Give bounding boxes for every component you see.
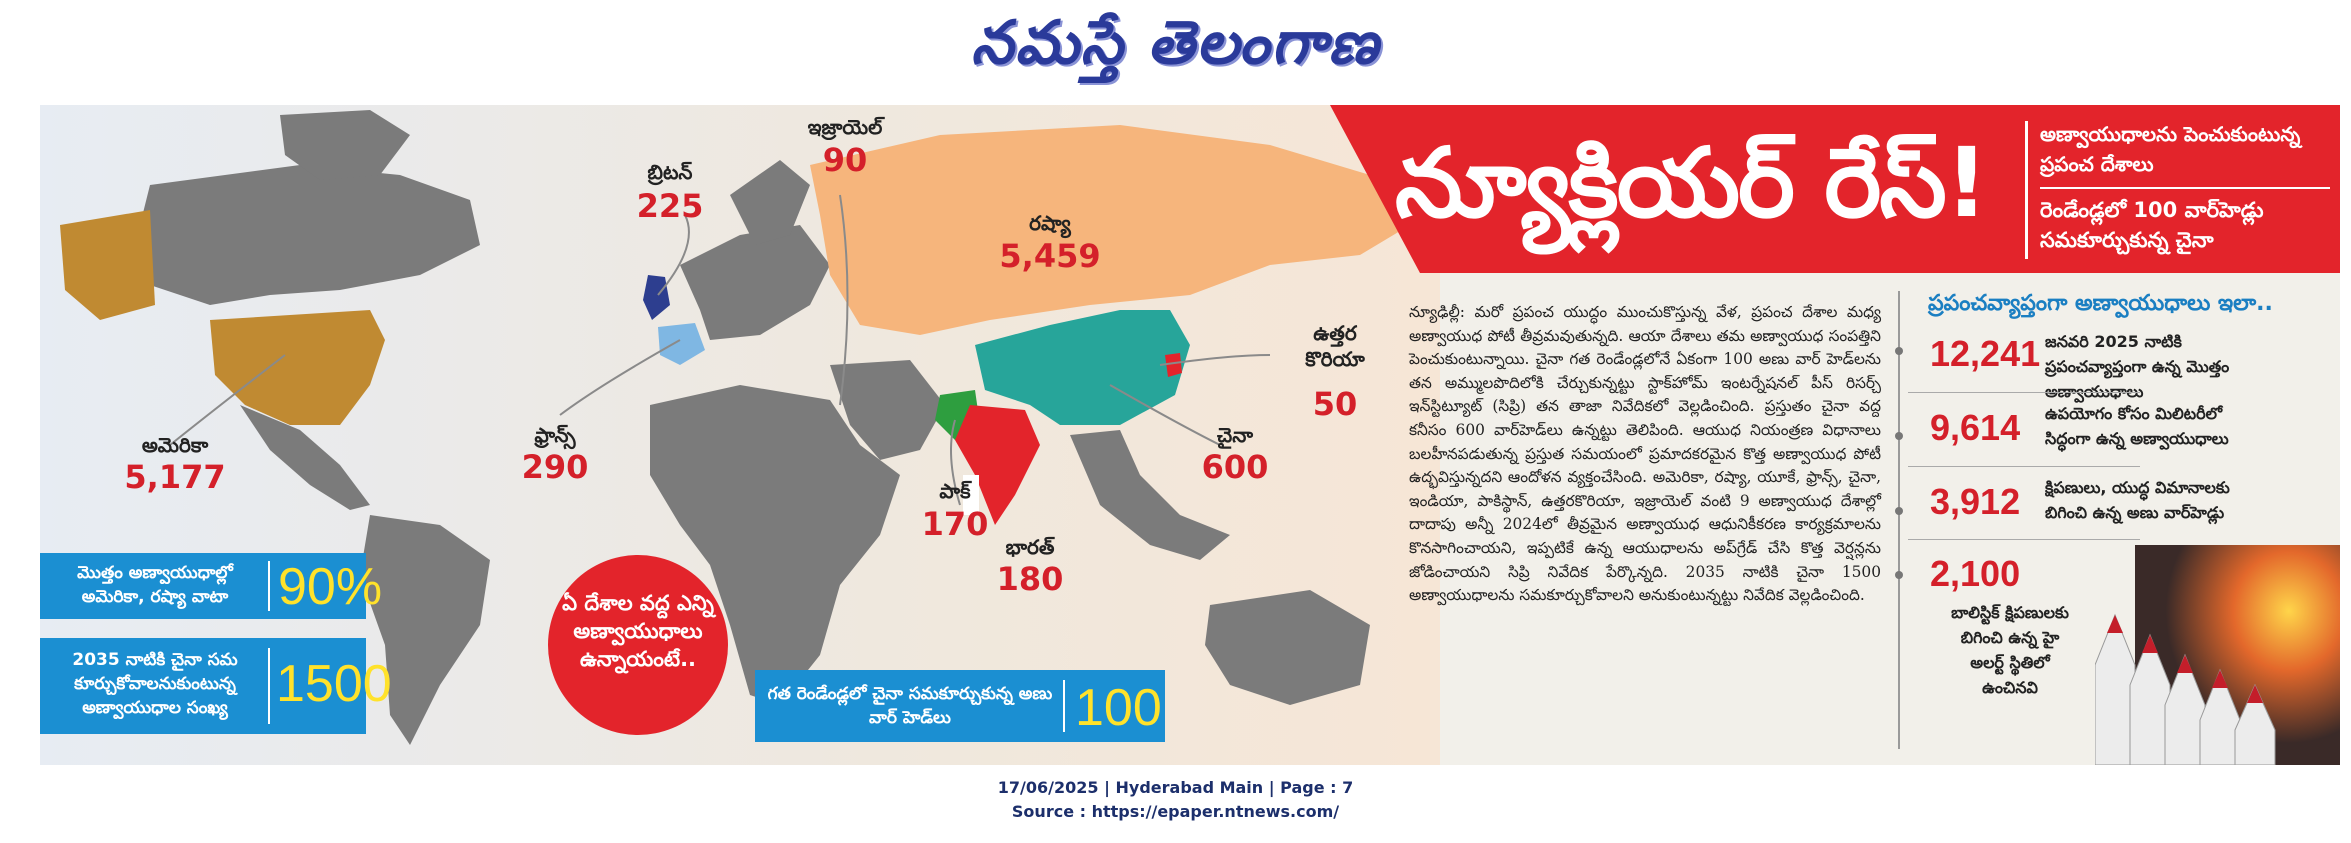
india-shape (955, 405, 1040, 525)
country-value: 170 (921, 505, 989, 543)
country-value: 50 (1312, 385, 1358, 423)
country-label: చైనా (1217, 423, 1253, 447)
country-value: 225 (636, 187, 704, 225)
info-box-text: మొత్తం అణ్వాయుధాల్లో అమెరికా, రష్యా వాటా (77, 563, 233, 607)
north-korea-shape (1165, 353, 1182, 377)
bullet-icon (1895, 507, 1903, 515)
bullet-icon (1895, 347, 1903, 355)
divider (1908, 466, 2140, 467)
footer-dateline: 17/06/2025 | Hyderabad Main | Page : 7 (997, 778, 1354, 797)
country-label: భారత్ (1005, 535, 1055, 559)
uk-shape (643, 275, 670, 320)
china-shape (975, 310, 1190, 425)
info-box-value: 1500 (276, 655, 392, 713)
bullet-icon (1895, 432, 1903, 440)
headline-subtitle: రెండేండ్లలో 100 వార్‌హెడ్లు సమకూర్చుకున్… (2040, 198, 2264, 252)
france-shape (658, 323, 705, 365)
stat-text: బాలిస్టిక్ క్షిపణులకు బిగించి ఉన్న హై అల… (1951, 603, 2069, 697)
stat-text: ఉపయోగం కోసం మిలిటరీలో సిద్ధంగా ఉన్న అణ్వ… (2045, 404, 2229, 448)
country-value: 5,177 (124, 458, 226, 496)
info-box-share: మొత్తం అణ్వాయుధాల్లో అమెరికా, రష్యా వాటా… (40, 553, 382, 619)
country-label: పాక్ (939, 479, 971, 503)
russia-shape (810, 125, 1410, 335)
headline-banner (1330, 105, 2340, 273)
divider (1908, 539, 2140, 540)
info-box-text: గత రెండేండ్లలో చైనా సమకూర్చుకున్న అణు వా… (767, 684, 1053, 728)
country-label: అమెరికా (141, 433, 209, 457)
country-label: ఫ్రాన్స్ (534, 423, 576, 447)
info-box-china-two-years: గత రెండేండ్లలో చైనా సమకూర్చుకున్న అణు వా… (755, 670, 1165, 742)
bullet-icon (1895, 571, 1903, 579)
article-body: న్యూఢిల్లీ: మరో ప్రపంచ యుద్ధం ముంచుకొస్త… (1409, 303, 1881, 605)
country-value: 600 (1201, 448, 1269, 486)
stat-text: జనవరి 2025 నాటికి ప్రపంచవ్యాప్తంగా ఉన్న … (2045, 332, 2230, 401)
stat-text: క్షిపణులు, యుద్ధ విమానాలకు బిగించి ఉన్న … (2045, 478, 2230, 522)
info-box-value: 100 (1075, 679, 1162, 737)
country-value: 90 (822, 141, 868, 179)
country-value: 180 (996, 560, 1064, 598)
masthead-title: నమస్తే తెలంగాణ (970, 8, 1381, 78)
stat-value: 2,100 (1930, 553, 2021, 594)
country-label: రష్యా (1029, 211, 1071, 235)
stat-value: 12,241 (1930, 333, 2041, 374)
headline-title: న్యూక్లియర్ రేస్! (1395, 127, 1989, 239)
headline-divider (2025, 121, 2028, 259)
headline-subtitle: అణ్వాయుధాలను పెంచుకుంటున్న ప్రపంచ దేశాలు (2040, 122, 2301, 176)
divider (268, 561, 270, 611)
alaska-shape (60, 210, 155, 320)
divider (268, 648, 270, 724)
info-box-value: 90% (278, 558, 383, 616)
question-circle: ఏ దేశాల వద్ద ఎన్ని అణ్వాయుధాలు ఉన్నాయంటే… (548, 555, 728, 735)
subtitle-divider (2040, 187, 2330, 189)
stat-value: 9,614 (1930, 407, 2021, 448)
circle-text: ఏ దేశాల వద్ద ఎన్ని అణ్వాయుధాలు ఉన్నాయంటే… (562, 591, 714, 671)
infographic: బ్రిటన్ 225 ఇజ్రాయెల్ 90 రష్యా 5,459 ఉత్… (40, 105, 2340, 765)
country-value: 290 (521, 448, 589, 486)
country-value: 5,459 (999, 237, 1101, 275)
stat-value: 3,912 (1930, 481, 2021, 522)
stats-divider (1898, 291, 1900, 749)
divider (1908, 392, 2140, 393)
info-box-china-2035: 2035 నాటికి చైనా సమ కూర్చుకోవాలనుకుంటున్… (40, 638, 392, 734)
usa-shape (210, 310, 385, 425)
world-map (60, 110, 1410, 745)
stats-title: ప్రపంచవ్యాప్తంగా అణ్వాయుధాలు ఇలా.. (1928, 291, 2273, 316)
country-label: ఇజ్రాయెల్ (807, 115, 883, 139)
footer-source: Source : https://epaper.ntnews.com/ (1011, 802, 1340, 821)
divider (1063, 680, 1065, 732)
missiles-image (2095, 545, 2340, 765)
info-box-text: 2035 నాటికి చైనా సమ కూర్చుకోవాలనుకుంటున్… (72, 650, 238, 718)
country-label: బ్రిటన్ (647, 160, 693, 184)
country-label: ఉత్తర కొరియా (1305, 321, 1365, 371)
